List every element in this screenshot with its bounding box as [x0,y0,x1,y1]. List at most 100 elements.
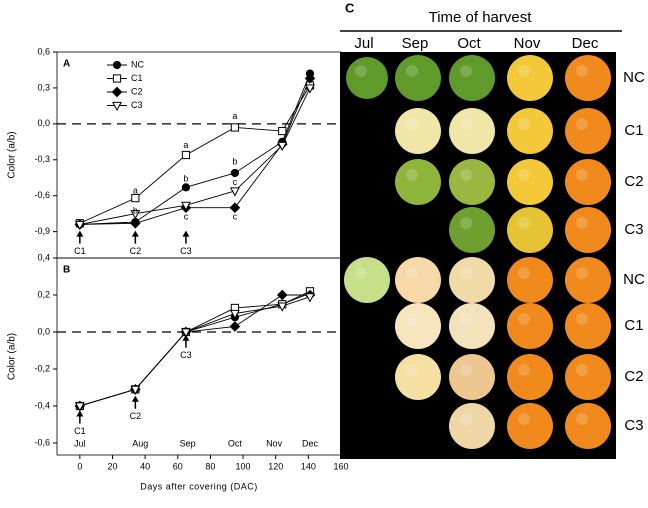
panel-title: C [345,0,355,15]
fruit-highlight [518,313,530,325]
series-line [79,73,311,225]
marker [131,194,140,203]
plot-frame [56,257,342,456]
fruit-highlight [576,65,588,77]
marker [181,201,191,211]
marker [229,309,240,320]
marker [181,183,191,192]
marker [304,73,316,84]
fruit-photo [449,108,495,154]
marker [305,84,315,94]
marker [130,385,141,395]
y-tick-label: -0,3 [34,154,50,164]
plot-frame [56,51,342,259]
fruit-photo [507,403,553,449]
fruit-photo [395,354,441,400]
legend-label: C2 [131,86,143,96]
y-tick-label: -0,6 [34,437,50,447]
marker [230,168,240,178]
marker [277,302,288,312]
fruit-photo [449,159,495,205]
marker [229,321,241,332]
fruit-photo [565,159,611,205]
fruit-highlight [460,267,472,279]
fruit-photo [565,55,611,101]
y-tick-label: -0,9 [34,226,50,236]
fruit-photo [449,354,495,400]
series-line [79,85,311,224]
x-tick-label: 40 [140,461,150,471]
marker [130,217,141,229]
x-tick-label: 80 [205,461,215,471]
fruit-highlight [460,169,472,181]
annotation: c [233,177,238,187]
arrow-head [76,230,84,237]
fruit-photo [507,159,553,205]
y-tick-label: -0,4 [34,400,50,410]
fruit-highlight [460,118,472,130]
arrow-head [182,334,190,341]
month-label: Sep [180,438,196,448]
marker [276,289,288,301]
annotation: b [133,206,138,216]
fruit-highlight [406,169,418,181]
marker [74,220,85,231]
fruit-photo [565,303,611,349]
y-tick-label: 0,0 [37,326,50,336]
fruit-highlight [460,413,472,425]
x-axis-label: Days after covering (DAC) [140,481,258,491]
y-tick-label: 0,6 [37,46,50,56]
fruit-photo [565,108,611,154]
series-line [79,87,311,225]
fruit-highlight [406,364,418,376]
y-tick-label: 0,0 [37,118,50,128]
fruit-highlight [406,267,418,279]
x-tick-label: 20 [107,461,117,471]
y-tick-label: -0,6 [34,190,50,200]
panel-label: B [63,265,70,276]
arrow-head [131,395,139,402]
arrow-label: C1 [74,246,86,256]
fruit-highlight [355,65,367,77]
row-label: C3 [624,221,643,238]
marker [305,293,315,303]
y-tick-label: 0,3 [37,82,50,92]
column-label: Dec [572,35,599,52]
row-label: C3 [624,417,643,434]
annotation: a [232,111,237,121]
fruit-highlight [576,267,588,279]
fruit-highlight [518,65,530,77]
series-line [79,78,311,225]
x-tick-label: 160 [333,461,348,471]
annotation: a [183,140,188,150]
legend-marker [111,86,123,98]
marker [229,187,240,197]
fruit-highlight [576,313,588,325]
row-label: C1 [624,122,643,139]
fruit-highlight [460,65,472,77]
column-label: Jul [354,35,373,52]
row-label: C2 [624,368,643,385]
x-tick-label: 100 [236,461,251,471]
legend-marker [112,60,122,70]
marker [181,150,191,160]
fruit-highlight [406,313,418,325]
legend-label: NC [131,59,144,69]
marker [277,141,288,152]
fruit-highlight [518,118,530,130]
x-tick-label: 0 [77,461,82,471]
series-line [79,296,311,407]
arrow-head [131,230,139,237]
panel-header: Time of harvest [429,9,533,26]
series-line [79,294,310,407]
fruit-photo [449,403,495,449]
x-tick-label: 140 [301,461,316,471]
fruit-highlight [576,413,588,425]
arrow-head [182,230,190,237]
fruit-photo [565,354,611,400]
fruit-highlight [576,364,588,376]
fruit-photo [565,207,611,253]
fruit-photo [346,57,388,99]
fruit-highlight [518,169,530,181]
fruit-photo [565,257,611,303]
